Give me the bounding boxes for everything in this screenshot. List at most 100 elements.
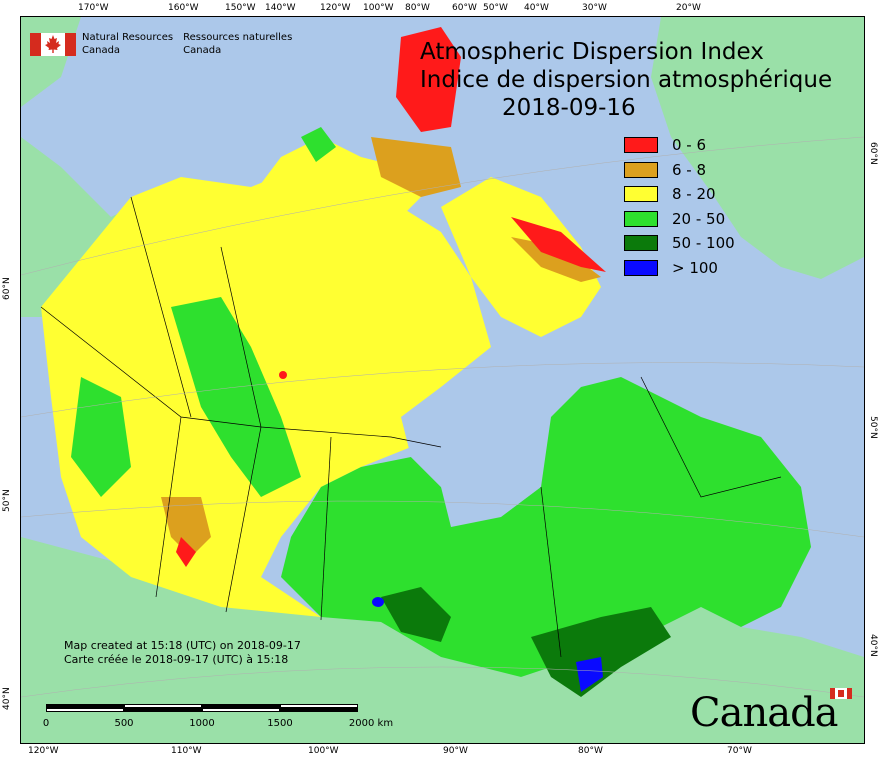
legend-swatch [624, 259, 658, 276]
legend-label: 8 - 20 [672, 185, 716, 204]
scale-segment [280, 704, 358, 708]
legend-swatch [624, 210, 658, 227]
agency-fr-line1: Ressources naturelles [183, 32, 293, 43]
legend-swatch [624, 235, 658, 252]
map-title-fr: Indice de dispersion atmosphérique [420, 67, 833, 93]
scale-segment [202, 708, 280, 712]
lat-tick-right: 60°N [868, 142, 878, 165]
scale-segment [46, 704, 124, 708]
lon-tick-top: 40°W [524, 3, 549, 13]
lon-tick-top: 50°W [483, 3, 508, 13]
lon-tick-bottom: 100°W [308, 746, 339, 756]
region-8-20-baffin [441, 177, 601, 337]
region-6-8-baffin [511, 237, 601, 282]
agency-name-fr: Ressources naturelles Canada [183, 31, 292, 57]
maple-leaf-icon [45, 35, 61, 53]
boundaries [40, 196, 782, 658]
legend-item: 50 - 100 [624, 231, 735, 256]
agency-fr-line2: Canada [183, 45, 222, 56]
scale-segment [124, 708, 202, 712]
region-20-50-west [171, 297, 301, 497]
agency-en-line2: Canada [82, 45, 121, 56]
scale-segment [46, 708, 124, 712]
canada-wordmark: Canada [690, 688, 852, 733]
agency-name-en: Natural Resources Canada [82, 31, 173, 57]
region-20-50-arctic [301, 127, 336, 162]
lat-tick-right: 40°N [868, 634, 878, 657]
hudson-bay [401, 357, 541, 507]
scale-bar: 0 500 1000 1500 2000 km [43, 704, 393, 729]
lat-tick-left: 60°N [2, 277, 12, 300]
region-0-6-rockies [176, 537, 196, 567]
credit-fr: Carte créée le 2018-09-17 (UTC) à 15:18 [64, 653, 289, 666]
map-canvas [20, 16, 865, 744]
legend-item: 0 - 6 [624, 133, 735, 158]
legend-swatch [624, 186, 658, 203]
credit-en: Map created at 15:18 (UTC) on 2018-09-17 [64, 639, 301, 652]
legend-item: > 100 [624, 256, 735, 281]
lon-tick-bottom: 110°W [171, 746, 202, 756]
lon-tick-top: 160°W [168, 3, 199, 13]
legend-label: > 100 [672, 258, 718, 277]
legend-label: 6 - 8 [672, 160, 707, 179]
region-6-8-rockies [161, 497, 211, 557]
scale-label: 1500 [267, 718, 293, 729]
legend-item: 6 - 8 [624, 158, 735, 183]
legend-swatch [624, 137, 658, 154]
scale-segment [202, 704, 280, 708]
region-over-100-b [576, 657, 603, 692]
region-6-8-arctic [371, 137, 461, 197]
legend-label: 50 - 100 [672, 234, 735, 253]
lon-tick-top: 140°W [265, 3, 296, 13]
region-0-6-ellesmere [396, 27, 461, 132]
map-date: 2018-09-16 [502, 95, 636, 121]
map-title-block: Atmospheric Dispersion Index Indice de d… [420, 38, 860, 122]
legend-label: 20 - 50 [672, 209, 726, 228]
lon-tick-top: 170°W [78, 3, 109, 13]
scale-segment [124, 704, 202, 708]
lon-tick-bottom: 80°W [578, 746, 603, 756]
lon-tick-bottom: 120°W [28, 746, 59, 756]
legend-item: 20 - 50 [624, 207, 735, 232]
lon-tick-top: 60°W [452, 3, 477, 13]
region-0-6-baffin [511, 217, 606, 272]
region-50-100-west [381, 587, 451, 642]
wordmark-flag-icon [829, 688, 852, 699]
map-title-en: Atmospheric Dispersion Index [420, 39, 764, 65]
region-0-6-spot [279, 371, 287, 379]
usa-land [21, 537, 864, 743]
map-svg [21, 17, 864, 743]
scale-label: 500 [114, 718, 134, 729]
greenland-land [651, 17, 864, 279]
lon-tick-top: 30°W [582, 3, 607, 13]
lon-tick-top: 150°W [225, 3, 256, 13]
region-8-20-arctic [251, 137, 421, 217]
map-credit: Map created at 15:18 (UTC) on 2018-09-17… [64, 639, 301, 667]
lon-tick-bottom: 90°W [443, 746, 468, 756]
legend-swatch [624, 161, 658, 178]
lon-tick-top: 80°W [405, 3, 430, 13]
agency-signature: Natural Resources Canada Ressources natu… [30, 31, 292, 57]
region-50-100-east [531, 607, 671, 697]
scale-label: 2000 km [348, 718, 394, 729]
agency-en-line1: Natural Resources [82, 32, 174, 43]
lat-tick-left: 50°N [2, 489, 12, 512]
lon-tick-top: 120°W [320, 3, 351, 13]
canada-flag-icon [30, 33, 76, 56]
region-20-50-pacific [71, 377, 131, 497]
lat-tick-right: 50°N [868, 416, 878, 439]
graticule [21, 136, 864, 698]
region-over-100-a [372, 597, 384, 607]
lon-tick-top: 20°W [676, 3, 701, 13]
lon-tick-bottom: 70°W [727, 746, 752, 756]
scale-segment [280, 708, 358, 712]
legend-label: 0 - 6 [672, 136, 707, 155]
scale-label: 1000 [189, 718, 215, 729]
legend: 0 - 6 6 - 8 8 - 20 20 - 50 50 - 100 > 10… [624, 133, 735, 280]
wordmark-text: Canada [690, 690, 839, 736]
lat-tick-left: 40°N [2, 687, 12, 710]
legend-item: 8 - 20 [624, 182, 735, 207]
scale-label: 0 [42, 718, 50, 729]
lon-tick-top: 100°W [363, 3, 394, 13]
